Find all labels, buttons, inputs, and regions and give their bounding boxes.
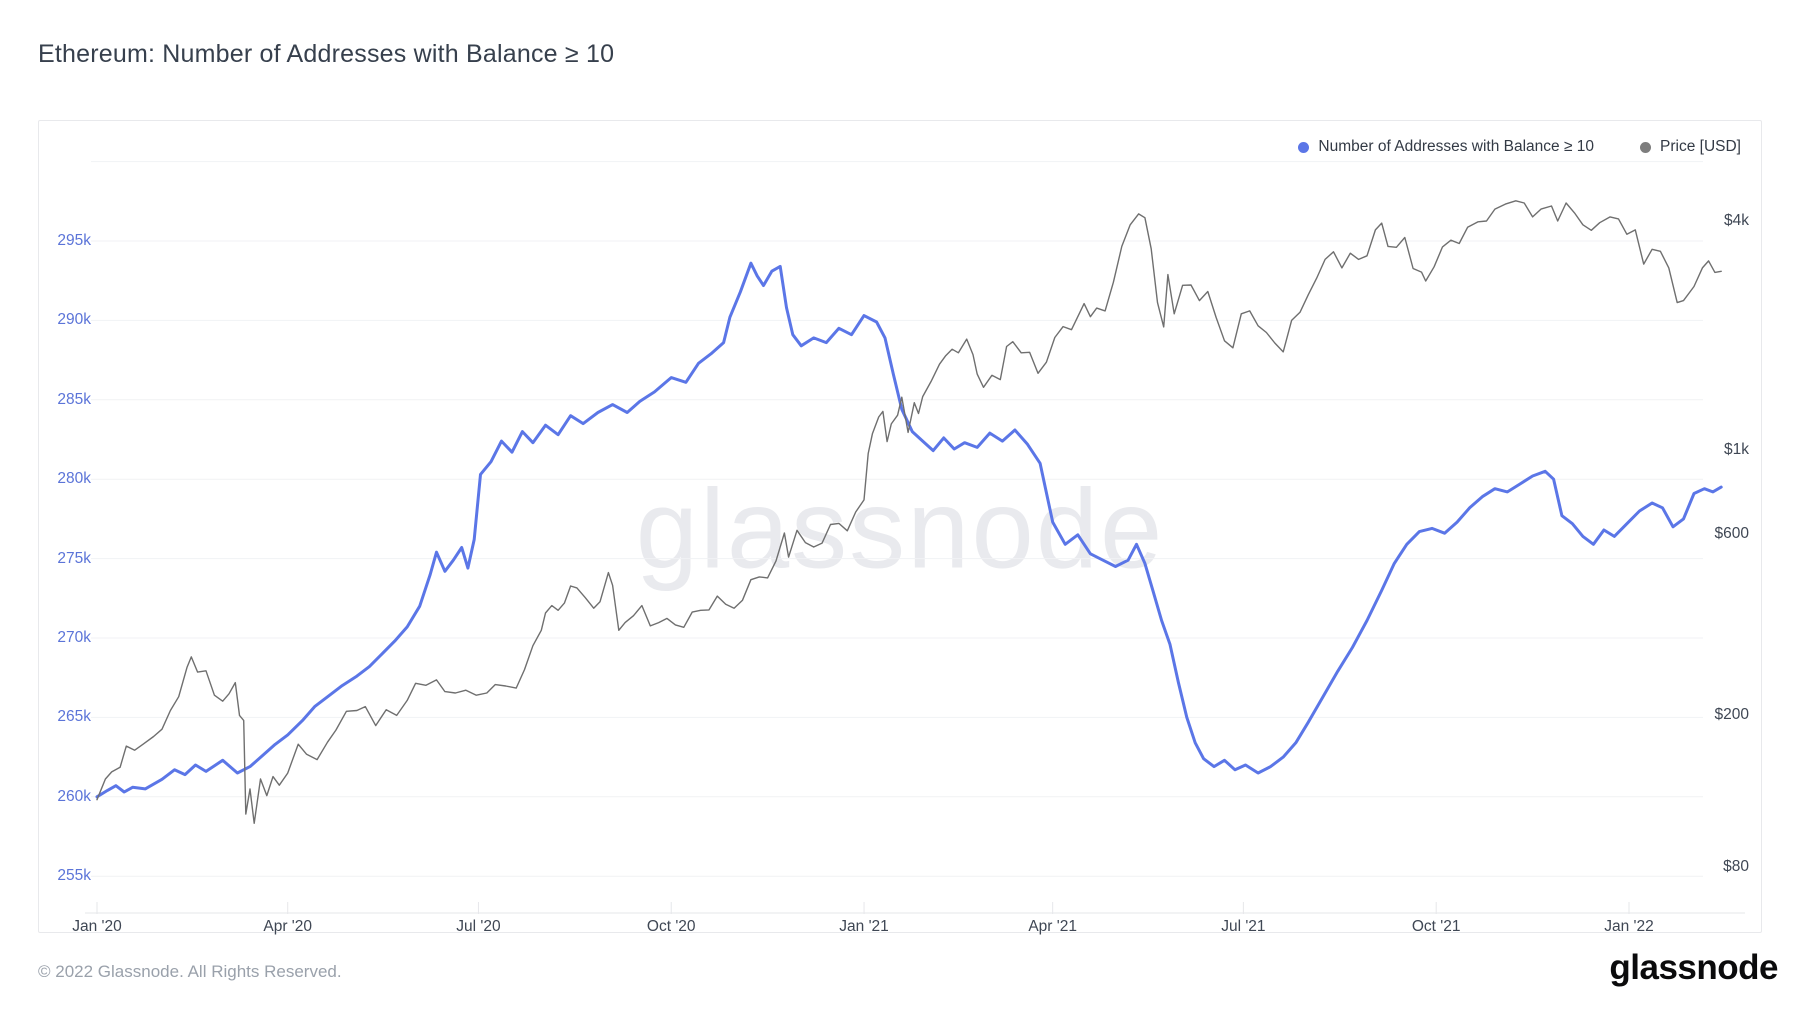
legend-marker-addresses-icon (1298, 141, 1310, 153)
y-right-tick-$4k: $4k (1724, 212, 1749, 229)
y-left-tick-270k: 270k (57, 629, 91, 646)
legend-item-addresses[interactable]: Number of Addresses with Balance ≥ 10 (1298, 138, 1594, 156)
x-tick-label-Oct20: Oct '20 (646, 918, 696, 935)
y-left-tick-255k: 255k (57, 867, 91, 885)
y-left-tick-260k: 260k (57, 787, 91, 805)
series-line-price[interactable] (96, 200, 1722, 824)
copyright-text: © 2022 Glassnode. All Rights Reserved. (38, 962, 342, 981)
x-tick-label-Jan20: Jan '20 (72, 918, 122, 935)
legend-marker-price-icon (1640, 141, 1652, 153)
series-line-addresses[interactable] (95, 261, 1723, 799)
y-left-tick-265k: 265k (57, 708, 91, 726)
plot-area (85, 161, 1745, 914)
y-right-tick-$600: $600 (1714, 525, 1749, 543)
y-right-tick-$200: $200 (1714, 706, 1749, 724)
x-tick-label-Apr20: Apr '20 (263, 918, 313, 935)
glassnode-logo: glassnode (1609, 948, 1778, 987)
y-right-tick-$1k: $1k (1724, 440, 1749, 458)
x-tick-label-Jul20: Jul '20 (456, 918, 501, 935)
y-left-tick-295k: 295k (57, 232, 91, 249)
x-tick-label-Oct21: Oct '21 (1411, 918, 1461, 935)
watermark-glassnode: glassnode (635, 466, 1165, 592)
legend-label-addresses: Number of Addresses with Balance ≥ 10 (1318, 138, 1595, 155)
legend-item-price[interactable]: Price [USD] (1640, 138, 1741, 156)
page-title: Ethereum: Number of Addresses with Balan… (38, 40, 615, 68)
y-left-tick-275k: 275k (57, 549, 91, 567)
x-tick-label-Jul21: Jul '21 (1221, 918, 1266, 935)
x-tick-label-Jan22: Jan '22 (1604, 918, 1654, 935)
y-left-tick-290k: 290k (57, 311, 91, 329)
y-left-tick-280k: 280k (57, 470, 91, 488)
x-tick-label-Apr21: Apr '21 (1028, 918, 1077, 935)
y-right-tick-$80: $80 (1723, 857, 1749, 875)
x-tick-label-Jan21: Jan '21 (839, 918, 889, 935)
chart-panel: Number of Addresses with Balance ≥ 10 Pr… (38, 120, 1762, 935)
y-left-tick-285k: 285k (57, 390, 91, 408)
legend-label-price: Price [USD] (1660, 138, 1741, 155)
chart-legend: Number of Addresses with Balance ≥ 10 Pr… (1298, 138, 1741, 156)
